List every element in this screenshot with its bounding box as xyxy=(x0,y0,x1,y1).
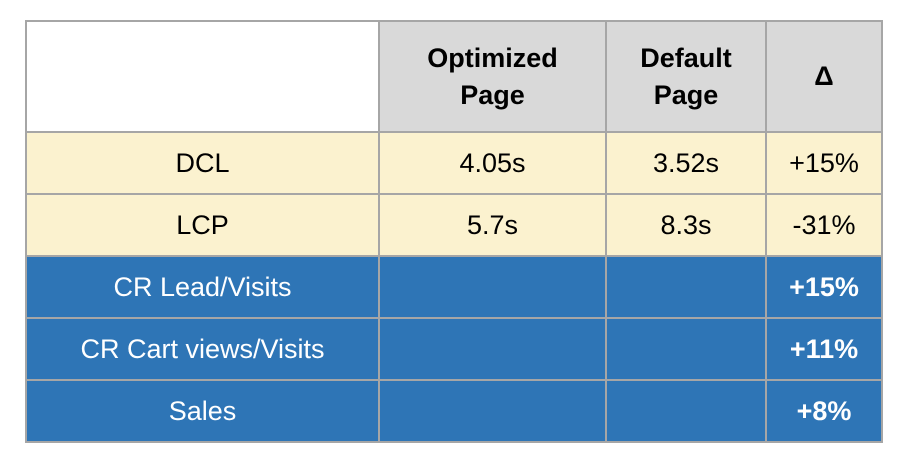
delta-value: +15% xyxy=(765,255,883,319)
table-row-lcp: LCP 5.7s 8.3s -31% xyxy=(25,193,883,257)
default-value xyxy=(605,379,767,443)
optimized-value xyxy=(378,317,607,381)
header-blank-cell xyxy=(25,20,380,133)
optimized-value xyxy=(378,379,607,443)
row-label: CR Cart views/Visits xyxy=(25,317,380,381)
table-row-dcl: DCL 4.05s 3.52s +15% xyxy=(25,131,883,195)
default-value: 8.3s xyxy=(605,193,767,257)
table-row-sales: Sales +8% xyxy=(25,379,883,443)
default-value: 3.52s xyxy=(605,131,767,195)
table-row-cr-cart-views-visits: CR Cart views/Visits +11% xyxy=(25,317,883,381)
optimized-value: 4.05s xyxy=(378,131,607,195)
comparison-table: Optimized Page Default Page Δ DCL 4.05s … xyxy=(25,20,883,443)
table-header-row: Optimized Page Default Page Δ xyxy=(25,20,883,133)
optimized-value xyxy=(378,255,607,319)
optimized-value: 5.7s xyxy=(378,193,607,257)
delta-value: -31% xyxy=(765,193,883,257)
row-label: LCP xyxy=(25,193,380,257)
delta-value: +11% xyxy=(765,317,883,381)
default-value xyxy=(605,255,767,319)
row-label: Sales xyxy=(25,379,380,443)
default-value xyxy=(605,317,767,381)
row-label: CR Lead/Visits xyxy=(25,255,380,319)
header-optimized-page: Optimized Page xyxy=(378,20,607,133)
header-delta: Δ xyxy=(765,20,883,133)
header-default-page: Default Page xyxy=(605,20,767,133)
delta-value: +15% xyxy=(765,131,883,195)
table-row-cr-lead-visits: CR Lead/Visits +15% xyxy=(25,255,883,319)
delta-value: +8% xyxy=(765,379,883,443)
row-label: DCL xyxy=(25,131,380,195)
